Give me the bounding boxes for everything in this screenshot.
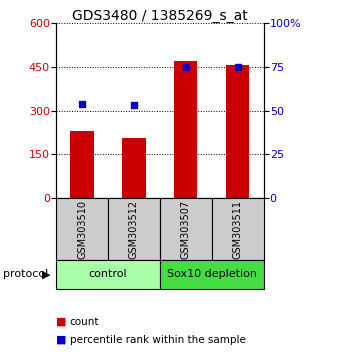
Text: GSM303507: GSM303507 — [181, 200, 191, 259]
Bar — [70, 131, 94, 198]
Point — [235, 64, 240, 70]
Bar — [108, 198, 160, 260]
Bar — [160, 198, 211, 260]
Text: ■: ■ — [56, 335, 67, 345]
Bar — [122, 138, 146, 198]
Bar — [211, 198, 264, 260]
Text: GSM303511: GSM303511 — [233, 200, 242, 259]
Text: protocol: protocol — [3, 269, 49, 279]
Text: ▶: ▶ — [42, 269, 50, 279]
Bar — [174, 61, 198, 198]
Text: count: count — [70, 317, 99, 327]
Bar — [226, 65, 249, 198]
Bar — [56, 260, 160, 289]
Text: Sox10 depletion: Sox10 depletion — [167, 269, 257, 279]
Bar — [56, 198, 108, 260]
Text: ■: ■ — [56, 317, 67, 327]
Text: percentile rank within the sample: percentile rank within the sample — [70, 335, 245, 345]
Point — [131, 103, 137, 108]
Text: GSM303510: GSM303510 — [77, 200, 87, 259]
Text: GSM303512: GSM303512 — [129, 200, 139, 259]
Point — [183, 64, 188, 70]
Text: control: control — [89, 269, 127, 279]
Bar — [160, 260, 264, 289]
Text: GDS3480 / 1385269_s_at: GDS3480 / 1385269_s_at — [72, 9, 248, 23]
Point — [79, 101, 85, 107]
